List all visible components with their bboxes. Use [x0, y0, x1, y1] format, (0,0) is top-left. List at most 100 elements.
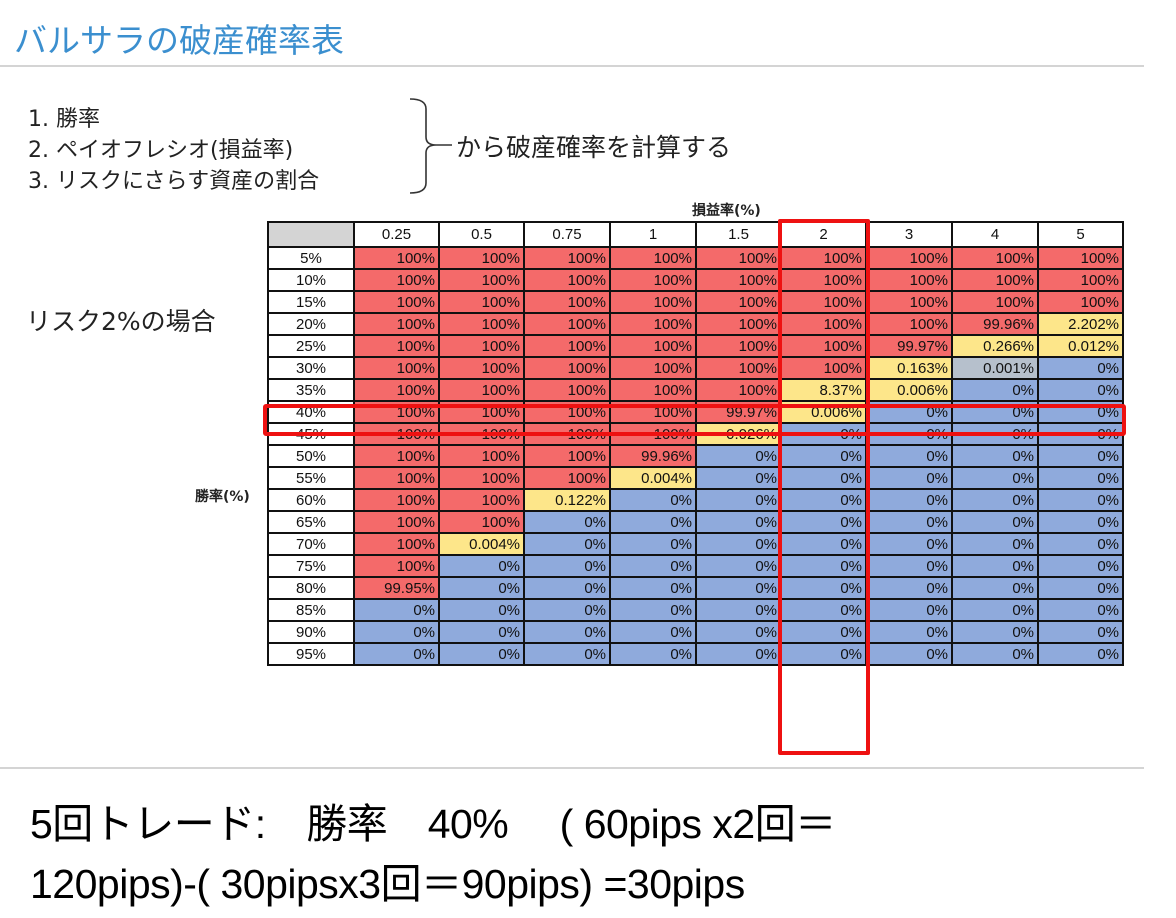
win-rate-cell: 35% [267, 378, 355, 402]
table-row: 30% 100% 100% 100% 100% 100% 100% 0.163% 0.001% 0… [267, 356, 1124, 380]
probability-cell: 100% [438, 466, 525, 490]
probability-cell: 0% [1037, 554, 1124, 578]
probability-cell: 100% [438, 510, 525, 534]
probability-cell: 0.163% [865, 356, 953, 380]
probability-cell: 100% [438, 356, 525, 380]
probability-cell: 100% [523, 290, 611, 314]
probability-cell: 0% [353, 620, 440, 644]
probability-cell: 100% [609, 312, 697, 336]
probability-cell: 99.95% [353, 576, 440, 600]
probability-cell: 100% [695, 312, 782, 336]
probability-cell: 100% [353, 290, 440, 314]
win-rate-cell: 5% [267, 246, 355, 270]
probability-cell: 100% [1037, 246, 1124, 270]
probability-cell: 100% [780, 268, 867, 292]
table-row: 5% 100% 100% 100% 100% 100% 100% 100% 100% 100% [267, 246, 1124, 270]
probability-cell: 100% [609, 246, 697, 270]
probability-cell: 0% [865, 576, 953, 600]
probability-cell: 100% [695, 356, 782, 380]
win-rate-cell: 25% [267, 334, 355, 358]
probability-cell: 100% [438, 268, 525, 292]
probability-cell: 100% [609, 290, 697, 314]
probability-cell: 0% [951, 642, 1039, 666]
probability-cell: 0% [695, 510, 782, 534]
probability-cell: 100% [523, 466, 611, 490]
table-row: 55% 100% 100% 100% 0.004% 0% 0% 0% 0% 0% [267, 466, 1124, 490]
probability-cell: 100% [353, 400, 440, 424]
probability-cell: 0% [609, 598, 697, 622]
probability-cell: 100% [353, 466, 440, 490]
probability-cell: 0% [865, 422, 953, 446]
table-row: 60% 100% 100% 0.122% 0% 0% 0% 0% 0% 0% [267, 488, 1124, 512]
probability-cell: 0% [780, 642, 867, 666]
probability-cell: 100% [609, 268, 697, 292]
column-header: 0.25 [353, 221, 440, 248]
probability-cell: 0.006% [780, 400, 867, 424]
probability-cell: 0.026% [695, 422, 782, 446]
probability-cell: 0% [523, 554, 611, 578]
win-rate-cell: 10% [267, 268, 355, 292]
table-row: 65% 100% 100% 0% 0% 0% 0% 0% 0% 0% [267, 510, 1124, 534]
probability-cell: 0% [951, 466, 1039, 490]
win-rate-cell: 55% [267, 466, 355, 490]
table-row: 25% 100% 100% 100% 100% 100% 100% 99.97% 0.266% 0… [267, 334, 1124, 358]
probability-cell: 0% [865, 642, 953, 666]
probability-cell: 0% [1037, 400, 1124, 424]
probability-cell: 0% [865, 488, 953, 512]
probability-cell: 100% [609, 378, 697, 402]
column-header: 5 [1037, 221, 1124, 248]
probability-cell: 99.97% [865, 334, 953, 358]
probability-cell: 100% [695, 334, 782, 358]
win-rate-cell: 30% [267, 356, 355, 380]
probability-cell: 0% [951, 620, 1039, 644]
table-row: 10% 100% 100% 100% 100% 100% 100% 100% 100% 100% [267, 268, 1124, 292]
table-header-row: 0.25 0.5 0.75 1 1.5 2 3 4 5 [267, 221, 1124, 248]
probability-cell: 0% [1037, 532, 1124, 556]
probability-cell: 100% [609, 422, 697, 446]
probability-cell: 100% [951, 246, 1039, 270]
probability-cell: 100% [780, 356, 867, 380]
column-header: 3 [865, 221, 953, 248]
probability-cell: 0.006% [865, 378, 953, 402]
probability-cell: 0% [951, 598, 1039, 622]
probability-cell: 100% [523, 422, 611, 446]
probability-cell: 100% [353, 444, 440, 468]
probability-cell: 100% [438, 334, 525, 358]
probability-cell: 0% [695, 488, 782, 512]
probability-cell: 0% [780, 444, 867, 468]
probability-cell: 0% [1037, 356, 1124, 380]
probability-cell: 0% [865, 620, 953, 644]
win-rate-cell: 80% [267, 576, 355, 600]
probability-cell: 0% [865, 400, 953, 424]
probability-cell: 0% [780, 466, 867, 490]
probability-cell: 100% [353, 422, 440, 446]
probability-cell: 100% [353, 510, 440, 534]
probability-cell: 0% [523, 598, 611, 622]
probability-cell: 0.266% [951, 334, 1039, 358]
probability-cell: 100% [523, 268, 611, 292]
table-row: 40% 100% 100% 100% 100% 99.97% 0.006% 0% 0% 0% [267, 400, 1124, 424]
probability-cell: 0% [609, 532, 697, 556]
probability-cell: 0% [609, 554, 697, 578]
win-rate-cell: 95% [267, 642, 355, 666]
probability-cell: 0% [1037, 422, 1124, 446]
column-header: 2 [780, 221, 867, 248]
table-corner-cell [267, 221, 355, 248]
probability-cell: 0% [1037, 378, 1124, 402]
probability-cell: 0% [865, 532, 953, 556]
probability-cell: 100% [523, 334, 611, 358]
probability-cell: 2.202% [1037, 312, 1124, 336]
probability-cell: 100% [609, 400, 697, 424]
probability-cell: 100% [353, 268, 440, 292]
probability-cell: 0% [780, 422, 867, 446]
table-row: 35% 100% 100% 100% 100% 100% 8.37% 0.006% 0% 0% [267, 378, 1124, 402]
title-divider [0, 65, 1144, 67]
probability-cell: 0% [523, 642, 611, 666]
probability-cell: 0% [438, 554, 525, 578]
row-axis-label: 勝率(%) [195, 489, 250, 505]
table-row: 85% 0% 0% 0% 0% 0% 0% 0% 0% 0% [267, 598, 1124, 622]
probability-cell: 99.97% [695, 400, 782, 424]
probability-cell: 0% [523, 576, 611, 600]
bottom-divider [0, 767, 1144, 769]
probability-cell: 0% [438, 576, 525, 600]
